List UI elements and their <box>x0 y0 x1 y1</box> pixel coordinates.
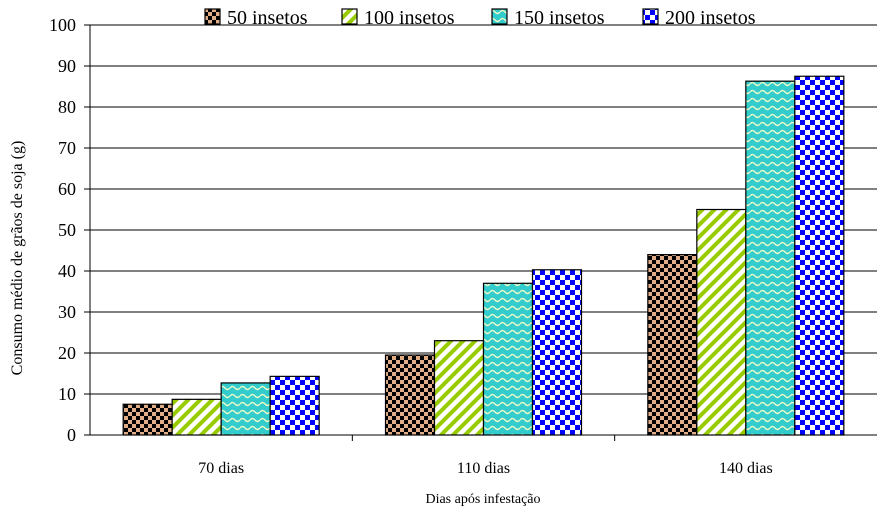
y-tick-label: 80 <box>58 97 76 117</box>
bar-200-insetos-70-dias <box>269 375 320 436</box>
legend-swatch <box>341 8 358 25</box>
bar-150-insetos-140-dias <box>745 80 796 436</box>
bar-200-insetos-110-dias <box>531 269 583 436</box>
legend-swatch <box>204 8 221 25</box>
bars <box>122 75 845 436</box>
x-category-label: 70 dias <box>198 460 244 477</box>
y-tick-label: 10 <box>58 384 76 404</box>
bar-50-insetos-140-dias <box>647 254 698 436</box>
legend-label: 50 insetos <box>227 7 308 29</box>
y-tick-label: 70 <box>58 138 76 158</box>
y-tick-label: 20 <box>58 343 76 363</box>
y-tick-label: 30 <box>58 302 76 322</box>
bar-50-insetos-110-dias <box>384 354 436 436</box>
y-tick-label: 40 <box>58 261 76 281</box>
legend-swatch <box>491 8 508 25</box>
y-tick-label: 100 <box>49 15 76 35</box>
bar-100-insetos-110-dias <box>433 340 485 436</box>
legend-label: 100 insetos <box>364 7 455 29</box>
legend-label: 150 insetos <box>514 7 605 29</box>
y-tick-label: 50 <box>58 220 76 240</box>
gridlines <box>90 24 877 395</box>
bar-50-insetos-70-dias <box>122 403 173 436</box>
x-axis-title: Dias após infestação <box>425 492 540 507</box>
bar-100-insetos-140-dias <box>696 208 747 436</box>
x-category-label: 110 dias <box>457 460 510 477</box>
bar-150-insetos-70-dias <box>220 382 271 436</box>
legend: 50 insetos 100 insetos 150 insetos 200 inse… <box>204 7 756 29</box>
y-tick-label: 0 <box>67 425 76 445</box>
y-tick-label: 90 <box>58 56 76 76</box>
bar-200-insetos-140-dias <box>794 75 845 436</box>
x-category-label: 140 dias <box>719 460 773 477</box>
legend-swatch <box>642 8 659 25</box>
tick-labels: 0 10 20 30 40 50 60 70 80 90 100 70 dias 110 dias 140… <box>49 15 773 477</box>
y-axis-title: Consumo médio de grãos de soja (g) <box>9 141 26 376</box>
legend-label: 200 insetos <box>665 7 756 29</box>
y-tick-label: 60 <box>58 179 76 199</box>
bar-100-insetos-70-dias <box>171 398 222 436</box>
bar-150-insetos-110-dias <box>482 282 534 436</box>
